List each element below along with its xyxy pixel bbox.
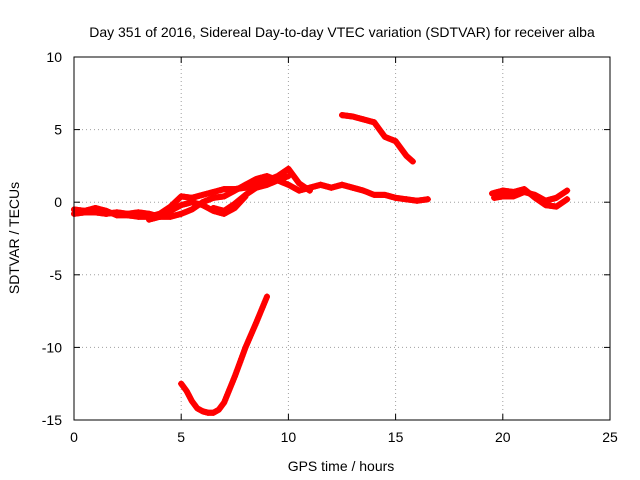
series-arc-6 [178,293,270,416]
chart-title: Day 351 of 2016, Sidereal Day-to-day VTE… [89,24,595,40]
y-tick-label: -10 [42,339,62,355]
plot-frame [73,56,611,421]
x-axis-label: GPS time / hours [288,458,395,474]
x-tick-label: 25 [602,429,618,445]
x-tick-label: 20 [495,429,511,445]
series-arc-8 [491,187,571,204]
y-tick-label: 0 [54,194,62,210]
ticks [73,56,611,421]
x-tick-label: 5 [177,429,185,445]
y-tick-label: 5 [54,122,62,138]
trace-line [178,293,270,416]
y-tick-label: 10 [46,49,62,65]
y-axis-label: SDTVAR / TECUs [6,182,22,294]
x-tick-label: 15 [388,429,404,445]
series-arc-4 [210,173,292,214]
y-tick-label: -15 [42,412,62,428]
trace-line [491,187,571,204]
x-tick-label: 10 [281,429,297,445]
data-series [71,112,571,416]
trace-line [339,112,416,165]
trace-line [71,173,431,220]
grid [74,57,610,420]
trace-line [71,165,313,220]
y-tick-label: -5 [50,267,63,283]
series-arc-5 [339,112,416,165]
tick-labels: 0 5 10 15 20 25 -15 -10 -5 0 5 10 [42,49,618,445]
x-tick-label: 0 [70,429,78,445]
trace-line [210,173,292,214]
